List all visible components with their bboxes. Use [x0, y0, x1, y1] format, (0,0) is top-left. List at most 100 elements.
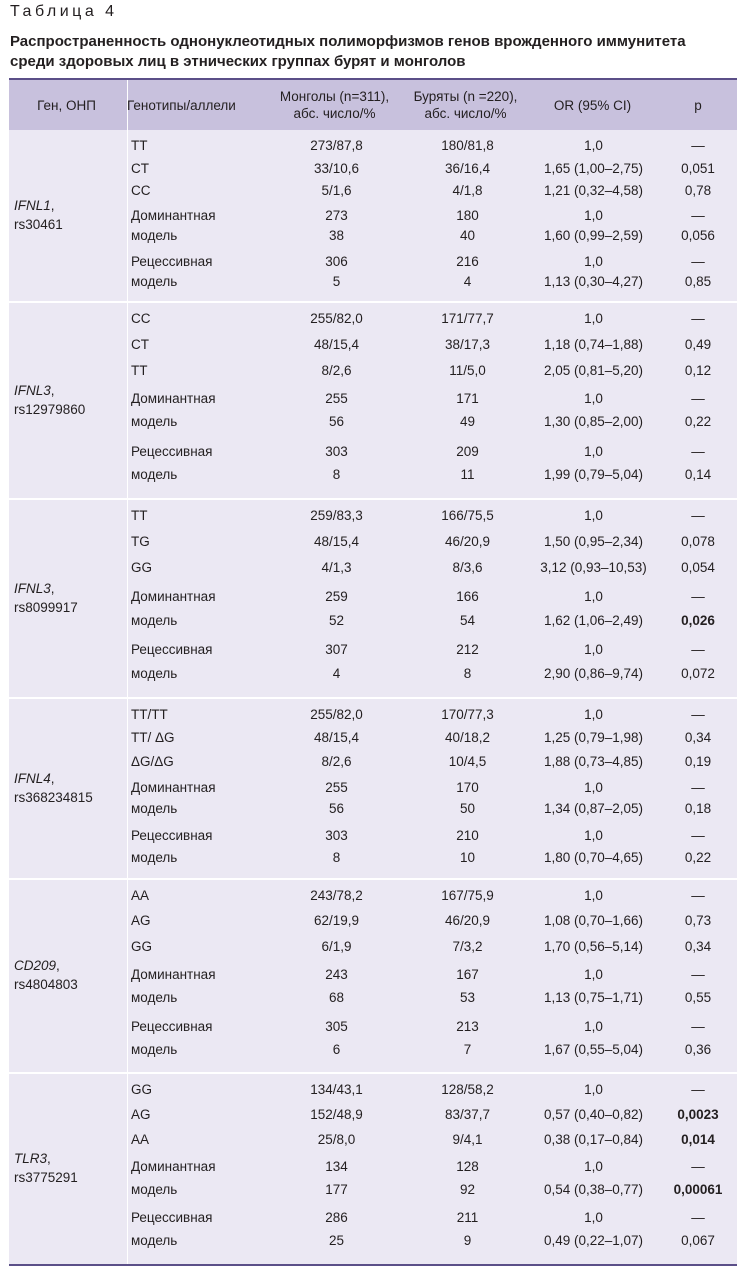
buryats-cell: 8/3,6 [452, 560, 483, 576]
snp-id: rs30461 [14, 217, 63, 232]
or-ci-cell: 2,90 (0,86–9,74) [543, 665, 644, 681]
or-ci-cell: 1,0 [584, 1159, 603, 1175]
genotype-cell: AG [131, 1106, 151, 1122]
genotype-cell: GG [131, 560, 153, 576]
or-ci-cell: 1,0 [584, 443, 603, 459]
mongols-cell: 6 [332, 1041, 341, 1057]
header-gene-snp: Ген, ОНП [37, 97, 96, 113]
or-ci-cell: 1,34 (0,87–2,05) [543, 801, 644, 817]
genotype-cell: Доминантная [131, 1159, 216, 1175]
or-ci-cell: 1,0 [584, 828, 603, 844]
header-p: p [694, 97, 702, 113]
buryats-cell: 38/17,3 [444, 337, 491, 352]
column-divider [127, 80, 128, 1264]
header-genotypes: Генотипы/аллели [127, 97, 236, 113]
mongols-cell: 56 [328, 414, 345, 430]
genotype-cell: TT [131, 508, 148, 524]
genotype-cell: модель [131, 612, 178, 628]
buryats-cell: 170/77,3 [441, 706, 494, 722]
mongols-cell: 273 [325, 207, 348, 223]
or-ci-cell: 1,67 (0,55–5,04) [543, 1041, 644, 1057]
genotype-cell: Доминантная [131, 390, 216, 406]
or-ci-cell: 1,0 [584, 1081, 603, 1097]
p-value-cell: 0,19 [684, 753, 712, 769]
p-value-cell: 0,49 [684, 337, 712, 352]
genotype-cell: модель [131, 414, 178, 430]
or-ci-cell: 1,0 [584, 588, 603, 604]
genotype-cell: модель [131, 1182, 178, 1197]
or-ci-cell: 3,12 (0,93–10,53) [540, 560, 647, 576]
gene-snp-label: TLR3, rs3775291 [14, 1150, 78, 1185]
buryats-cell: 40/18,2 [444, 730, 491, 746]
p-value-cell: 0,34 [684, 938, 712, 954]
gene-name: IFNL3 [14, 580, 51, 596]
mongols-cell: 255/82,0 [310, 706, 363, 722]
buryats-cell: 7 [463, 1041, 472, 1057]
mongols-cell: 259 [325, 588, 348, 604]
buryats-cell: 211 [456, 1210, 479, 1226]
mongols-cell: 255 [325, 390, 348, 406]
group-separator [9, 878, 737, 880]
p-value-cell: 0,067 [681, 1233, 715, 1249]
p-value-cell: 0,078 [681, 534, 715, 550]
p-value-cell: — [691, 888, 705, 904]
mongols-cell: 5 [332, 274, 341, 290]
mongols-cell: 255 [325, 779, 348, 795]
genotype-cell: CC [131, 311, 151, 327]
mongols-cell: 259/83,3 [310, 508, 363, 524]
p-value-cell: 0,34 [684, 730, 712, 746]
p-value-cell: — [691, 828, 705, 844]
p-value-cell: 0,054 [681, 560, 715, 576]
p-value-cell: 0,22 [684, 849, 712, 865]
p-value-cell: 0,22 [684, 414, 712, 430]
p-value-cell: 0,026 [681, 612, 715, 628]
or-ci-cell: 1,62 (1,06–2,49) [543, 612, 644, 628]
genotype-cell: TG [131, 534, 150, 550]
buryats-cell: 128/58,2 [441, 1081, 494, 1097]
p-value-cell: — [691, 508, 705, 524]
p-value-cell: 0,051 [681, 160, 715, 176]
buryats-cell: 50 [459, 801, 476, 817]
mongols-cell: 134/43,1 [310, 1081, 363, 1097]
mongols-cell: 62/19,9 [313, 913, 360, 929]
or-ci-cell: 1,0 [584, 508, 603, 524]
header-or-ci: OR (95% CI) [553, 97, 632, 113]
mongols-cell: 33/10,6 [313, 160, 360, 176]
buryats-cell: 180 [456, 207, 479, 223]
gene-name: IFNL4 [14, 770, 51, 786]
genotype-cell: AA [131, 888, 150, 904]
buryats-cell: 167/75,9 [441, 888, 494, 904]
buryats-cell: 171 [456, 390, 479, 406]
mongols-cell: 8/2,6 [321, 753, 352, 769]
p-value-cell: — [691, 1018, 705, 1034]
data-table: Ген, ОНП Генотипы/аллели Монголы (n=311)… [9, 78, 737, 1266]
p-value-cell: — [691, 642, 705, 658]
buryats-cell: 83/37,7 [444, 1106, 491, 1122]
mongols-cell: 306 [325, 253, 348, 269]
genotype-cell: Рецессивная [131, 642, 213, 658]
or-ci-cell: 1,80 (0,70–4,65) [543, 849, 644, 865]
p-value-cell: 0,056 [681, 228, 715, 244]
gene-name: IFNL1 [14, 198, 51, 213]
mongols-cell: 25/8,0 [317, 1131, 356, 1147]
gene-snp-label: IFNL1, rs30461 [14, 198, 63, 232]
genotype-cell: модель [131, 665, 178, 681]
mongols-cell: 8 [332, 849, 341, 865]
buryats-cell: 92 [459, 1182, 476, 1197]
mongols-cell: 286 [325, 1210, 348, 1226]
mongols-cell: 48/15,4 [313, 337, 360, 352]
mongols-cell: 305 [325, 1018, 348, 1034]
or-ci-cell: 1,30 (0,85–2,00) [543, 414, 644, 430]
or-ci-cell: 1,50 (0,95–2,34) [543, 534, 644, 550]
mongols-cell: 4 [332, 665, 341, 681]
genotype-cell: модель [131, 467, 178, 483]
mongols-cell: 5/1,6 [321, 183, 352, 199]
genotype-cell: TT [131, 362, 148, 378]
or-ci-cell: 1,0 [584, 888, 603, 904]
genotype-cell: модель [131, 274, 178, 290]
or-ci-cell: 1,0 [584, 706, 603, 722]
p-value-cell: — [691, 1081, 705, 1097]
p-value-cell: — [691, 207, 705, 223]
group-separator [9, 1072, 737, 1074]
p-value-cell: 0,14 [684, 467, 712, 483]
